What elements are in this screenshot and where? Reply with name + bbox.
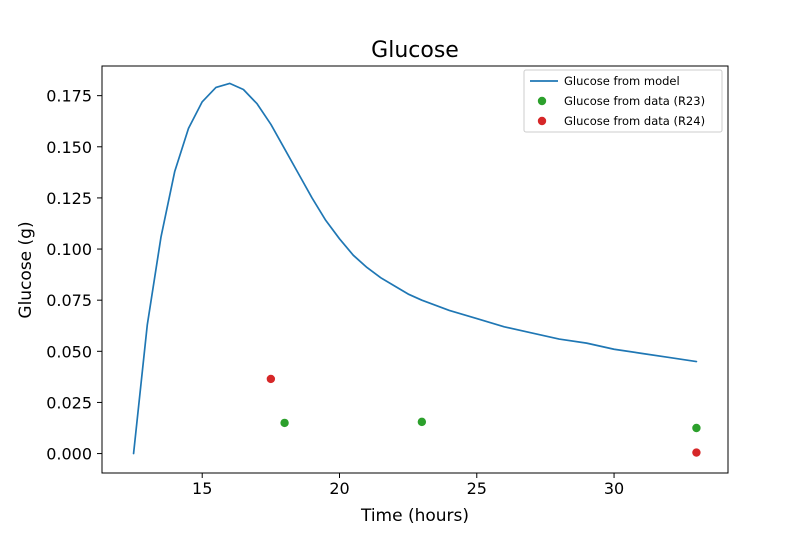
y-tick-label: 0.050 <box>46 342 92 361</box>
data-point <box>692 448 701 457</box>
x-tick-label: 30 <box>604 479 624 498</box>
data-point <box>280 418 289 428</box>
series-line-glucose-model <box>132 82 698 455</box>
legend-box <box>523 69 723 133</box>
data-point <box>692 423 701 433</box>
y-axis-ticks: 0.000 0.025 0.050 0.075 0.100 0.125 0.150 0.175 <box>46 87 102 464</box>
data-point <box>266 374 276 384</box>
x-tick-label: 25 <box>467 479 487 498</box>
data-point <box>417 417 427 427</box>
series-layer <box>132 82 701 457</box>
plot-frame <box>101 65 729 474</box>
y-axis-label: Glucose (g) <box>16 221 36 318</box>
x-axis-ticks: 15 20 25 30 <box>192 473 624 498</box>
y-tick-label: 0.125 <box>46 189 92 208</box>
y-tick-label: 0.100 <box>46 240 92 259</box>
x-axis-label: Time (hours) <box>360 506 469 526</box>
y-tick-label: 0.175 <box>46 87 92 106</box>
y-tick-label: 0.150 <box>46 138 92 157</box>
legend-entry-label: Glucose from model <box>564 74 680 88</box>
legend-entry-label: Glucose from data (R24) <box>564 114 705 128</box>
legend-marker-swatch <box>537 116 547 126</box>
legend: Glucose from model Glucose from data (R23… <box>523 69 723 133</box>
y-tick-label: 0.000 <box>46 445 92 464</box>
x-tick-label: 15 <box>192 479 212 498</box>
y-tick-label: 0.075 <box>46 291 92 310</box>
chart-title: Glucose <box>371 38 459 63</box>
legend-entry-label: Glucose from data (R23) <box>564 94 705 108</box>
legend-marker-swatch <box>537 96 547 106</box>
x-tick-label: 20 <box>329 479 349 498</box>
y-tick-label: 0.025 <box>46 393 92 412</box>
